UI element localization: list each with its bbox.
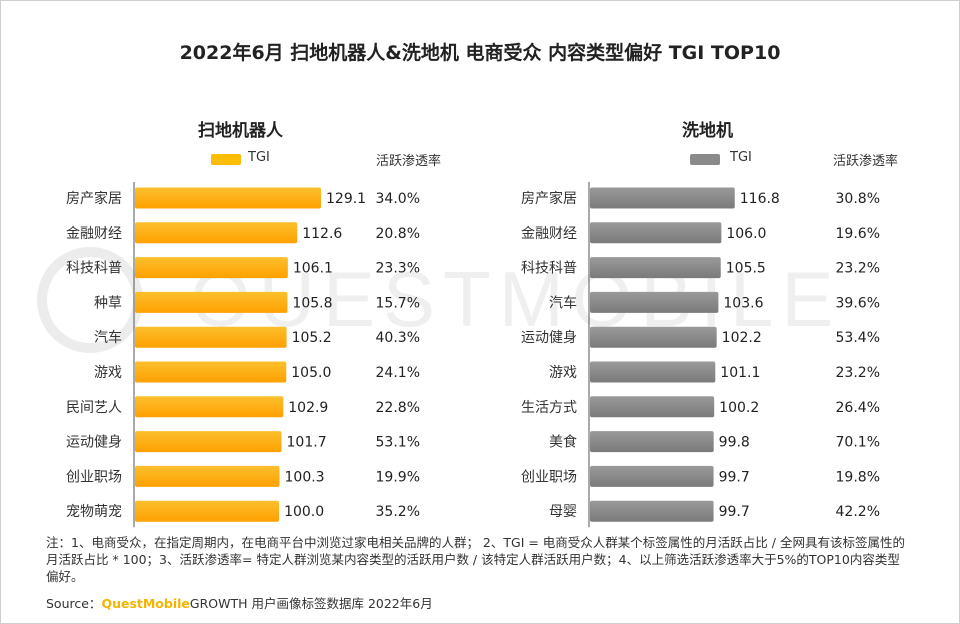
watermark-text: QUESTMOBILE xyxy=(190,255,841,343)
right-panel-title: 洗地机 xyxy=(682,121,733,141)
left-panel-title: 扫地机器人 xyxy=(198,121,283,141)
left-category-label: 金融财经 xyxy=(66,226,122,242)
right-rate-label: 70.1% xyxy=(836,435,880,451)
right-bar xyxy=(590,326,717,348)
right-bar xyxy=(590,500,714,522)
right-value-label: 105.5 xyxy=(726,261,766,277)
right-rate-label: 26.4% xyxy=(836,400,880,416)
right-legend-rate: 活跃渗透率 xyxy=(833,154,899,169)
watermark: QUESTMOBILE xyxy=(37,247,841,353)
right-rate-label: 19.6% xyxy=(836,226,880,242)
left-legend-rate: 活跃渗透率 xyxy=(376,154,442,169)
right-bar xyxy=(590,465,714,487)
left-category-label: 创业职场 xyxy=(66,469,122,485)
left-rate-label: 22.8% xyxy=(376,400,420,416)
left-value-label: 105.8 xyxy=(292,295,332,311)
left-category-label: 民间艺人 xyxy=(66,400,122,416)
right-rate-label: 30.8% xyxy=(836,191,880,207)
left-bar xyxy=(135,396,284,418)
left-bar xyxy=(135,326,287,348)
left-bar xyxy=(135,222,298,244)
right-bar xyxy=(590,187,735,209)
right-category-label: 房产家居 xyxy=(521,190,577,207)
left-category-label: 宠物萌宠 xyxy=(66,504,122,520)
left-bar xyxy=(135,431,282,453)
right-category-label: 游戏 xyxy=(549,365,577,381)
left-value-label: 100.0 xyxy=(284,504,324,520)
right-bar xyxy=(590,291,719,313)
right-value-label: 116.8 xyxy=(740,191,780,207)
left-value-label: 105.2 xyxy=(292,330,332,346)
right-value-label: 100.2 xyxy=(719,400,759,416)
left-legend-swatch xyxy=(211,154,241,165)
right-bar xyxy=(590,361,716,383)
right-value-label: 103.6 xyxy=(723,295,763,311)
right-bar xyxy=(590,396,715,418)
source-line: Source：QuestMobileGROWTH 用户画像标签数据库 2022年… xyxy=(46,593,433,612)
left-rate-label: 40.3% xyxy=(376,330,420,346)
right-category-label: 母婴 xyxy=(549,504,577,520)
right-bar xyxy=(590,431,714,453)
left-rate-label: 15.7% xyxy=(376,295,420,311)
right-category-label: 生活方式 xyxy=(521,400,577,416)
right-bar xyxy=(590,257,721,279)
left-legend-tgi: TGI xyxy=(248,150,270,165)
source-brand: QuestMobile xyxy=(101,596,190,611)
left-rate-label: 20.8% xyxy=(376,226,420,242)
left-rate-label: 35.2% xyxy=(376,504,420,520)
left-bar xyxy=(135,257,288,279)
footnote: 注：1、电商受众，在指定周期内，在电商平台中浏览过家电相关品牌的人群； 2、TG… xyxy=(46,535,905,584)
left-category-label: 汽车 xyxy=(94,329,122,346)
left-value-label: 100.3 xyxy=(285,469,325,485)
left-value-label: 112.6 xyxy=(302,226,342,242)
right-rate-label: 53.4% xyxy=(836,330,880,346)
left-bar xyxy=(135,500,280,522)
left-category-label: 科技科普 xyxy=(66,261,122,277)
right-rate-label: 23.2% xyxy=(836,261,880,277)
right-category-label: 科技科普 xyxy=(521,261,577,277)
left-category-label: 运动健身 xyxy=(66,435,122,451)
right-category-label: 汽车 xyxy=(549,294,577,311)
right-rate-label: 42.2% xyxy=(836,504,880,520)
right-category-label: 运动健身 xyxy=(521,330,577,346)
source-prefix: Source： xyxy=(46,596,102,611)
left-value-label: 102.9 xyxy=(288,400,328,416)
right-value-label: 99.7 xyxy=(719,504,750,520)
left-value-label: 101.7 xyxy=(287,435,327,451)
left-bar xyxy=(135,291,288,313)
right-rate-label: 39.6% xyxy=(836,295,880,311)
right-legend-tgi: TGI xyxy=(730,150,752,165)
chart-title: 2022年6月 扫地机器人&洗地机 电商受众 内容类型偏好 TGI TOP10 xyxy=(179,42,781,64)
right-rate-label: 19.8% xyxy=(836,469,880,485)
right-value-label: 101.1 xyxy=(720,365,760,381)
right-value-label: 99.8 xyxy=(719,435,750,451)
right-value-label: 99.7 xyxy=(719,469,750,485)
right-value-label: 102.2 xyxy=(722,330,762,346)
right-category-label: 美食 xyxy=(549,434,577,451)
left-rate-label: 34.0% xyxy=(376,191,420,207)
left-rate-label: 19.9% xyxy=(376,469,420,485)
left-bar xyxy=(135,465,280,487)
left-category-label: 房产家居 xyxy=(66,190,122,207)
left-rate-label: 23.3% xyxy=(376,261,420,277)
left-rate-label: 24.1% xyxy=(376,365,420,381)
source-suffix: GROWTH 用户画像标签数据库 2022年6月 xyxy=(189,596,433,611)
left-value-label: 106.1 xyxy=(293,261,333,277)
left-category-label: 游戏 xyxy=(94,365,122,381)
left-category-label: 种草 xyxy=(94,295,122,311)
right-category-label: 创业职场 xyxy=(521,469,577,485)
right-category-label: 金融财经 xyxy=(521,226,577,242)
right-rate-label: 23.2% xyxy=(836,365,880,381)
right-value-label: 106.0 xyxy=(726,226,766,242)
right-bar xyxy=(590,222,722,244)
left-value-label: 129.1 xyxy=(326,191,366,207)
right-legend-swatch xyxy=(690,154,720,165)
left-value-label: 105.0 xyxy=(291,365,331,381)
left-bar xyxy=(135,361,287,383)
left-rate-label: 53.1% xyxy=(376,435,420,451)
left-bar xyxy=(135,187,321,209)
